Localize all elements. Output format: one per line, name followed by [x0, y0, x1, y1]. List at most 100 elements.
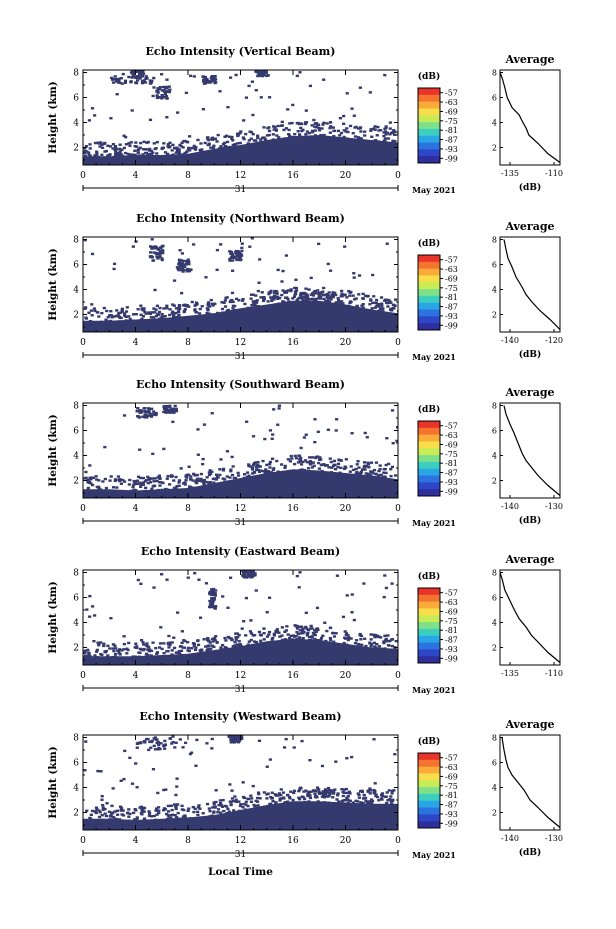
- echo-pixel: [198, 616, 203, 619]
- echo-pixel: [322, 78, 326, 81]
- echo-pixel: [134, 480, 138, 483]
- echo-pixel: [368, 91, 372, 94]
- echo-pixel: [116, 813, 120, 816]
- echo-pixel: [238, 643, 242, 646]
- panel-title: Echo Intensity (Vertical Beam): [145, 45, 335, 58]
- echo-pixel: [206, 638, 210, 641]
- echo-pixel: [357, 274, 362, 277]
- echo-pixel: [334, 293, 338, 297]
- echo-pixel: [337, 458, 341, 461]
- echo-pixel: [250, 468, 255, 471]
- echo-pixel: [186, 641, 190, 644]
- echo-pixel: [279, 124, 283, 127]
- echo-pixel: [117, 320, 121, 323]
- echo-pixel: [317, 242, 321, 246]
- echo-pixel: [179, 649, 184, 652]
- echo-pixel: [93, 654, 97, 657]
- echo-pixel: [311, 294, 316, 297]
- echo-pixel: [93, 614, 97, 617]
- y-tick-label: 6: [73, 94, 79, 104]
- echo-pixel: [83, 146, 87, 150]
- echo-pixel: [334, 301, 338, 304]
- echo-pixel: [147, 410, 151, 413]
- echo-pixel: [344, 787, 348, 791]
- echo-pixel: [115, 93, 119, 96]
- avg-x-tick-label: -120: [545, 336, 563, 345]
- echo-pixel: [359, 801, 363, 804]
- x-tick-label: 0: [395, 504, 401, 514]
- echo-pixel: [289, 289, 293, 293]
- echo-pixel: [165, 477, 169, 480]
- colorbar-tick-label: -75: [445, 782, 458, 791]
- echo-pixel: [295, 630, 299, 634]
- echo-pixel: [162, 809, 166, 812]
- echo-pixel: [322, 133, 326, 137]
- echo-pixel: [153, 736, 157, 739]
- echo-pixel: [133, 646, 137, 649]
- colorbar-segment: [418, 108, 440, 116]
- echo-pixel: [386, 798, 390, 802]
- echo-pixel: [108, 479, 112, 482]
- echo-pixel: [230, 255, 234, 258]
- echo-pixel: [313, 418, 317, 421]
- echo-pixel: [301, 631, 305, 635]
- date-label: May 2021: [412, 685, 456, 695]
- echo-pixel: [345, 296, 349, 299]
- echo-pixel: [254, 468, 259, 472]
- echo-pixel: [373, 128, 377, 131]
- echo-pixel: [285, 296, 289, 299]
- colorbar-segment: [418, 793, 440, 802]
- echo-pixel: [235, 142, 240, 145]
- echo-pixel: [177, 479, 182, 482]
- echo-pixel: [311, 130, 315, 134]
- echo-pixel: [359, 638, 363, 641]
- echo-pixel: [368, 802, 372, 805]
- echo-pixel: [94, 811, 98, 815]
- echo-pixel: [292, 295, 297, 298]
- echo-pixel: [83, 654, 88, 658]
- echo-pixel: [312, 629, 317, 632]
- echo-pixel: [120, 154, 125, 158]
- echo-pixel: [158, 96, 162, 99]
- echo-pixel: [277, 631, 281, 634]
- echo-pixel: [130, 109, 134, 112]
- echo-pixel: [176, 310, 181, 313]
- colorbar-segment: [418, 780, 440, 788]
- echo-pixel: [119, 808, 124, 812]
- echo-pixel: [358, 634, 362, 637]
- echo-pixel: [271, 133, 275, 136]
- echo-pixel: [199, 142, 203, 145]
- echo-pixel: [211, 590, 216, 593]
- echo-pixel: [250, 80, 254, 83]
- echo-pixel: [393, 753, 397, 756]
- echo-pixel: [206, 644, 210, 648]
- echo-pixel: [153, 147, 157, 151]
- echo-pixel: [168, 308, 172, 311]
- echo-pixel: [169, 474, 174, 477]
- echo-pixel: [166, 145, 170, 148]
- colorbar-tick-label: -69: [445, 607, 458, 616]
- echo-pixel: [142, 810, 146, 813]
- x-tick-label: 16: [287, 504, 299, 514]
- echo-pixel: [146, 312, 151, 315]
- echo-pixel: [276, 470, 280, 473]
- echo-pixel: [310, 129, 315, 133]
- echo-pixel: [147, 814, 151, 817]
- colorbar-tick-label: -81: [445, 626, 458, 635]
- echo-pixel: [313, 440, 317, 444]
- echo-pixel: [155, 651, 160, 654]
- echo-pixel: [331, 464, 336, 468]
- echo-pixel: [275, 292, 279, 295]
- echo-pixel: [84, 476, 88, 480]
- echo-pixel: [225, 145, 229, 149]
- echo-pixel: [151, 410, 156, 413]
- echo-pixel: [307, 131, 311, 135]
- echo-pixel: [244, 803, 248, 806]
- echo-pixel: [305, 295, 309, 298]
- echo-pixel: [211, 313, 215, 316]
- echo-pixel: [205, 311, 209, 315]
- echo-pixel: [254, 589, 258, 592]
- echo-pixel: [168, 145, 172, 148]
- x-tick-label: 12: [235, 171, 246, 181]
- echo-pixel: [89, 309, 94, 312]
